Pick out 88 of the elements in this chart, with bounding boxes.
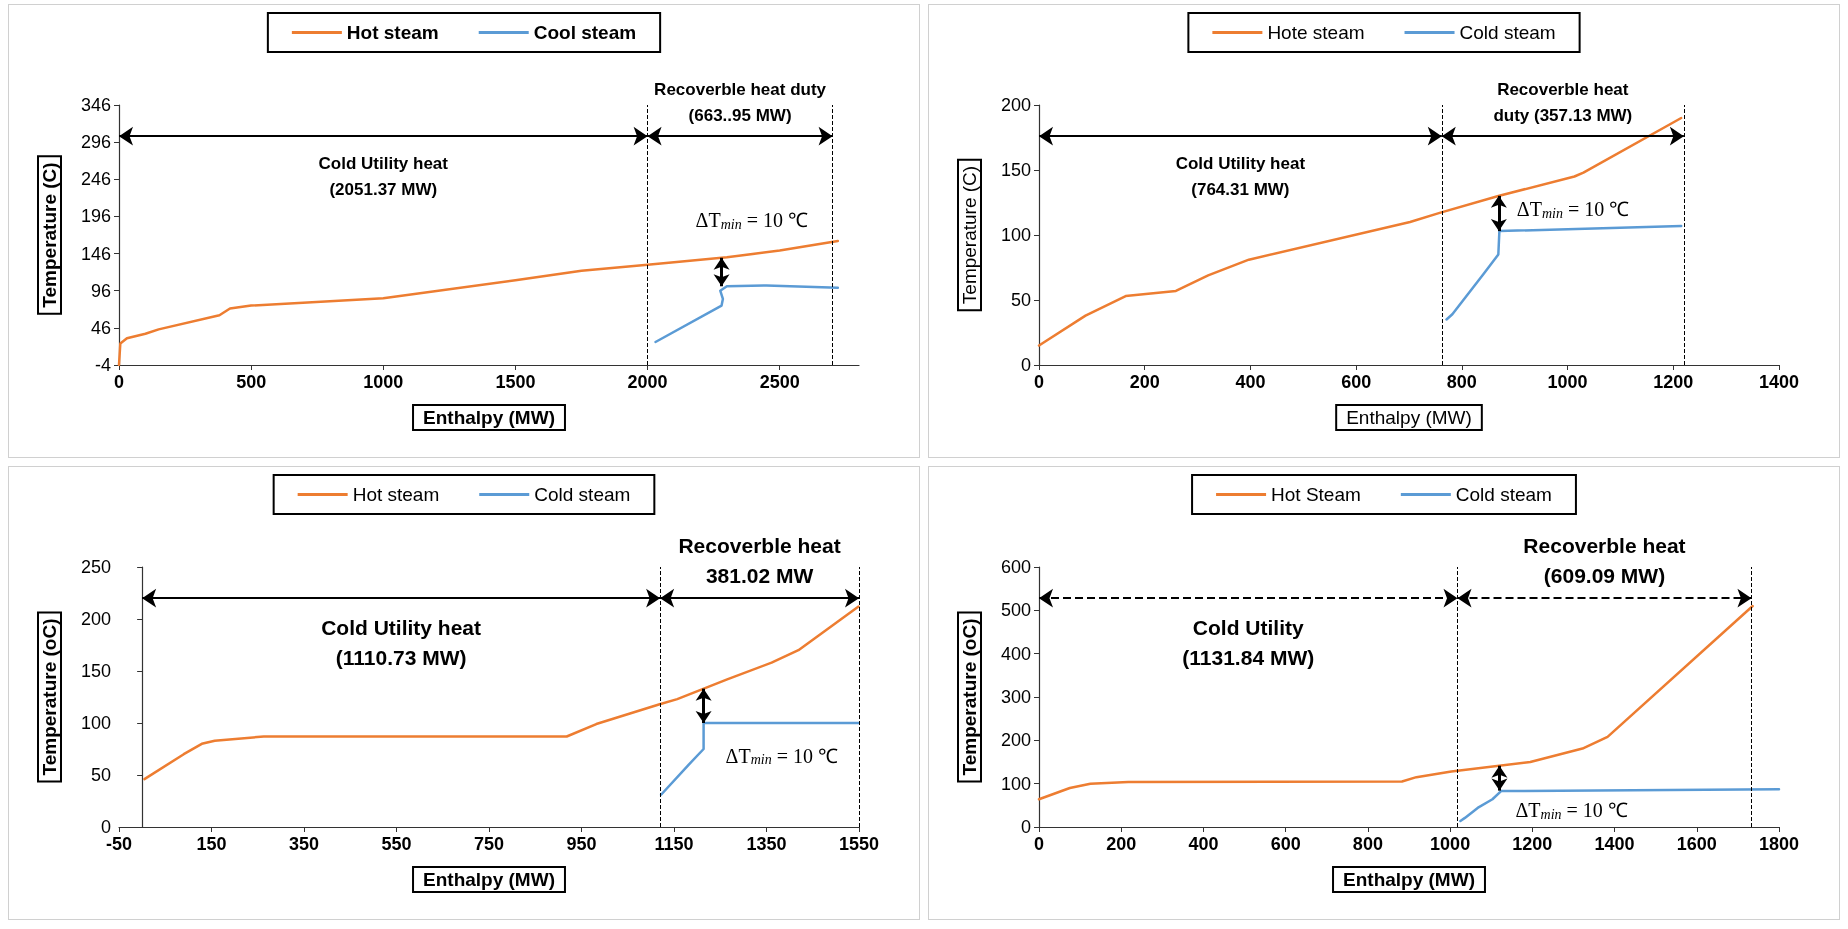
- y-tick-label: 100: [80, 713, 111, 733]
- legend-label: Cold steam: [1459, 22, 1556, 43]
- legend-label: Hot Steam: [1271, 484, 1361, 505]
- y-tick-label: 50: [90, 765, 111, 785]
- x-tick-label: 1550: [838, 834, 880, 854]
- legend-label: Cold steam: [1455, 484, 1552, 505]
- x-tick-label: 2500: [759, 372, 800, 392]
- y-tick-label: 46: [90, 317, 111, 338]
- x-tick-label: 2000: [627, 372, 668, 392]
- legend-label: Hote steam: [1267, 22, 1365, 43]
- y-tick-label: 250: [80, 557, 111, 577]
- y-tick-label: -4: [94, 355, 111, 375]
- y-tick-label: 296: [80, 132, 111, 153]
- annotation: Recoverble heat (609.09 MW): [1523, 533, 1686, 587]
- annotation: ΔTmin = 10 ℃: [695, 209, 808, 232]
- annotation: Cold Utility heat (2051.37 MW): [318, 153, 449, 199]
- annotation: Recoverble heat duty (357.13 MW): [1493, 79, 1633, 125]
- x-tick-label: 1800: [1758, 834, 1800, 854]
- y-tick-label: 150: [80, 661, 111, 681]
- y-tick-label: 150: [1000, 160, 1031, 180]
- x-tick-label: -50: [105, 834, 133, 854]
- x-tick-label: 1400: [1758, 372, 1800, 392]
- line-series: [117, 239, 840, 367]
- x-tick-label: 400: [1188, 834, 1219, 854]
- x-axis-title: Enthalpy (MW): [1346, 407, 1472, 428]
- y-tick-label: 50: [1010, 290, 1031, 310]
- legend-label: Hot steam: [346, 22, 439, 43]
- y-tick-label: 100: [1000, 773, 1031, 794]
- x-tick-label: 150: [196, 834, 227, 854]
- x-tick-label: 1200: [1653, 372, 1694, 392]
- y-tick-label: 196: [80, 206, 111, 227]
- x-axis-title: Enthalpy (MW): [423, 869, 555, 890]
- x-tick-label: 350: [288, 834, 320, 854]
- y-tick-label: 96: [90, 280, 111, 301]
- annotation: Cold Utility heat (764.31 MW): [1175, 153, 1306, 199]
- x-tick-label: 1400: [1594, 834, 1635, 854]
- x-tick-label: 800: [1352, 834, 1383, 854]
- y-axis-title: Temperature (oC): [959, 618, 980, 776]
- x-axis-title: Enthalpy (MW): [1343, 869, 1475, 890]
- y-tick-label: 0: [1020, 817, 1031, 837]
- annotation: Recoverble heat 381.02 MW: [678, 533, 841, 587]
- y-tick-label: 146: [80, 243, 111, 264]
- y-tick-label: 200: [1000, 95, 1031, 115]
- annotation: Cold Utility heat (1110.73 MW): [321, 615, 482, 669]
- y-tick-label: 300: [1000, 687, 1031, 707]
- x-tick-label: 1000: [1430, 834, 1471, 854]
- x-tick-label: 500: [236, 372, 267, 392]
- x-tick-label: 550: [381, 834, 412, 854]
- x-tick-label: 1000: [1547, 372, 1588, 392]
- y-tick-label: 400: [1000, 643, 1031, 664]
- annotation: ΔTmin = 10 ℃: [725, 744, 838, 768]
- x-tick-label: 1000: [363, 372, 404, 392]
- x-tick-label: 1350: [746, 834, 787, 854]
- x-tick-label: 600: [1341, 372, 1372, 392]
- x-tick-label: 1500: [495, 372, 536, 392]
- x-tick-label: 0: [1033, 834, 1045, 854]
- legend-label: Cold steam: [534, 484, 631, 505]
- annotation: Cold Utility (1131.84 MW): [1182, 615, 1315, 669]
- y-tick-label: 200: [1000, 730, 1031, 751]
- x-tick-label: 0: [1033, 372, 1045, 392]
- annotation: ΔTmin = 10 ℃: [1515, 799, 1628, 822]
- annotation: ΔTmin = 10 ℃: [1516, 198, 1630, 221]
- x-tick-label: 200: [1106, 834, 1137, 854]
- y-tick-label: 0: [100, 817, 111, 837]
- y-axis-title: Temperature (C): [39, 162, 60, 308]
- y-tick-label: 100: [1000, 225, 1031, 245]
- y-axis-title: Temperature (C): [959, 165, 980, 305]
- y-tick-label: 600: [1000, 557, 1031, 577]
- x-tick-label: 400: [1235, 372, 1266, 392]
- y-tick-label: 246: [80, 169, 111, 190]
- x-tick-label: 200: [1129, 372, 1160, 392]
- y-tick-label: 346: [80, 95, 111, 115]
- x-tick-label: 800: [1446, 372, 1477, 392]
- x-axis-title: Enthalpy (MW): [423, 407, 555, 428]
- y-tick-label: 500: [1000, 600, 1031, 621]
- x-tick-label: 1150: [654, 834, 694, 854]
- x-tick-label: 1200: [1512, 834, 1553, 854]
- legend-label: Hot steam: [352, 484, 440, 505]
- x-tick-label: 1600: [1676, 834, 1717, 854]
- x-tick-label: 750: [473, 834, 505, 854]
- y-tick-label: 0: [1020, 355, 1031, 375]
- y-tick-label: 200: [80, 609, 111, 629]
- x-tick-label: 600: [1270, 834, 1301, 854]
- y-axis-title: Temperature (oC): [39, 618, 60, 776]
- annotation: Recoverble heat duty (663..95 MW): [654, 79, 827, 125]
- x-tick-label: 0: [113, 372, 125, 392]
- x-tick-label: 950: [566, 834, 597, 854]
- legend-label: Cool steam: [533, 22, 637, 43]
